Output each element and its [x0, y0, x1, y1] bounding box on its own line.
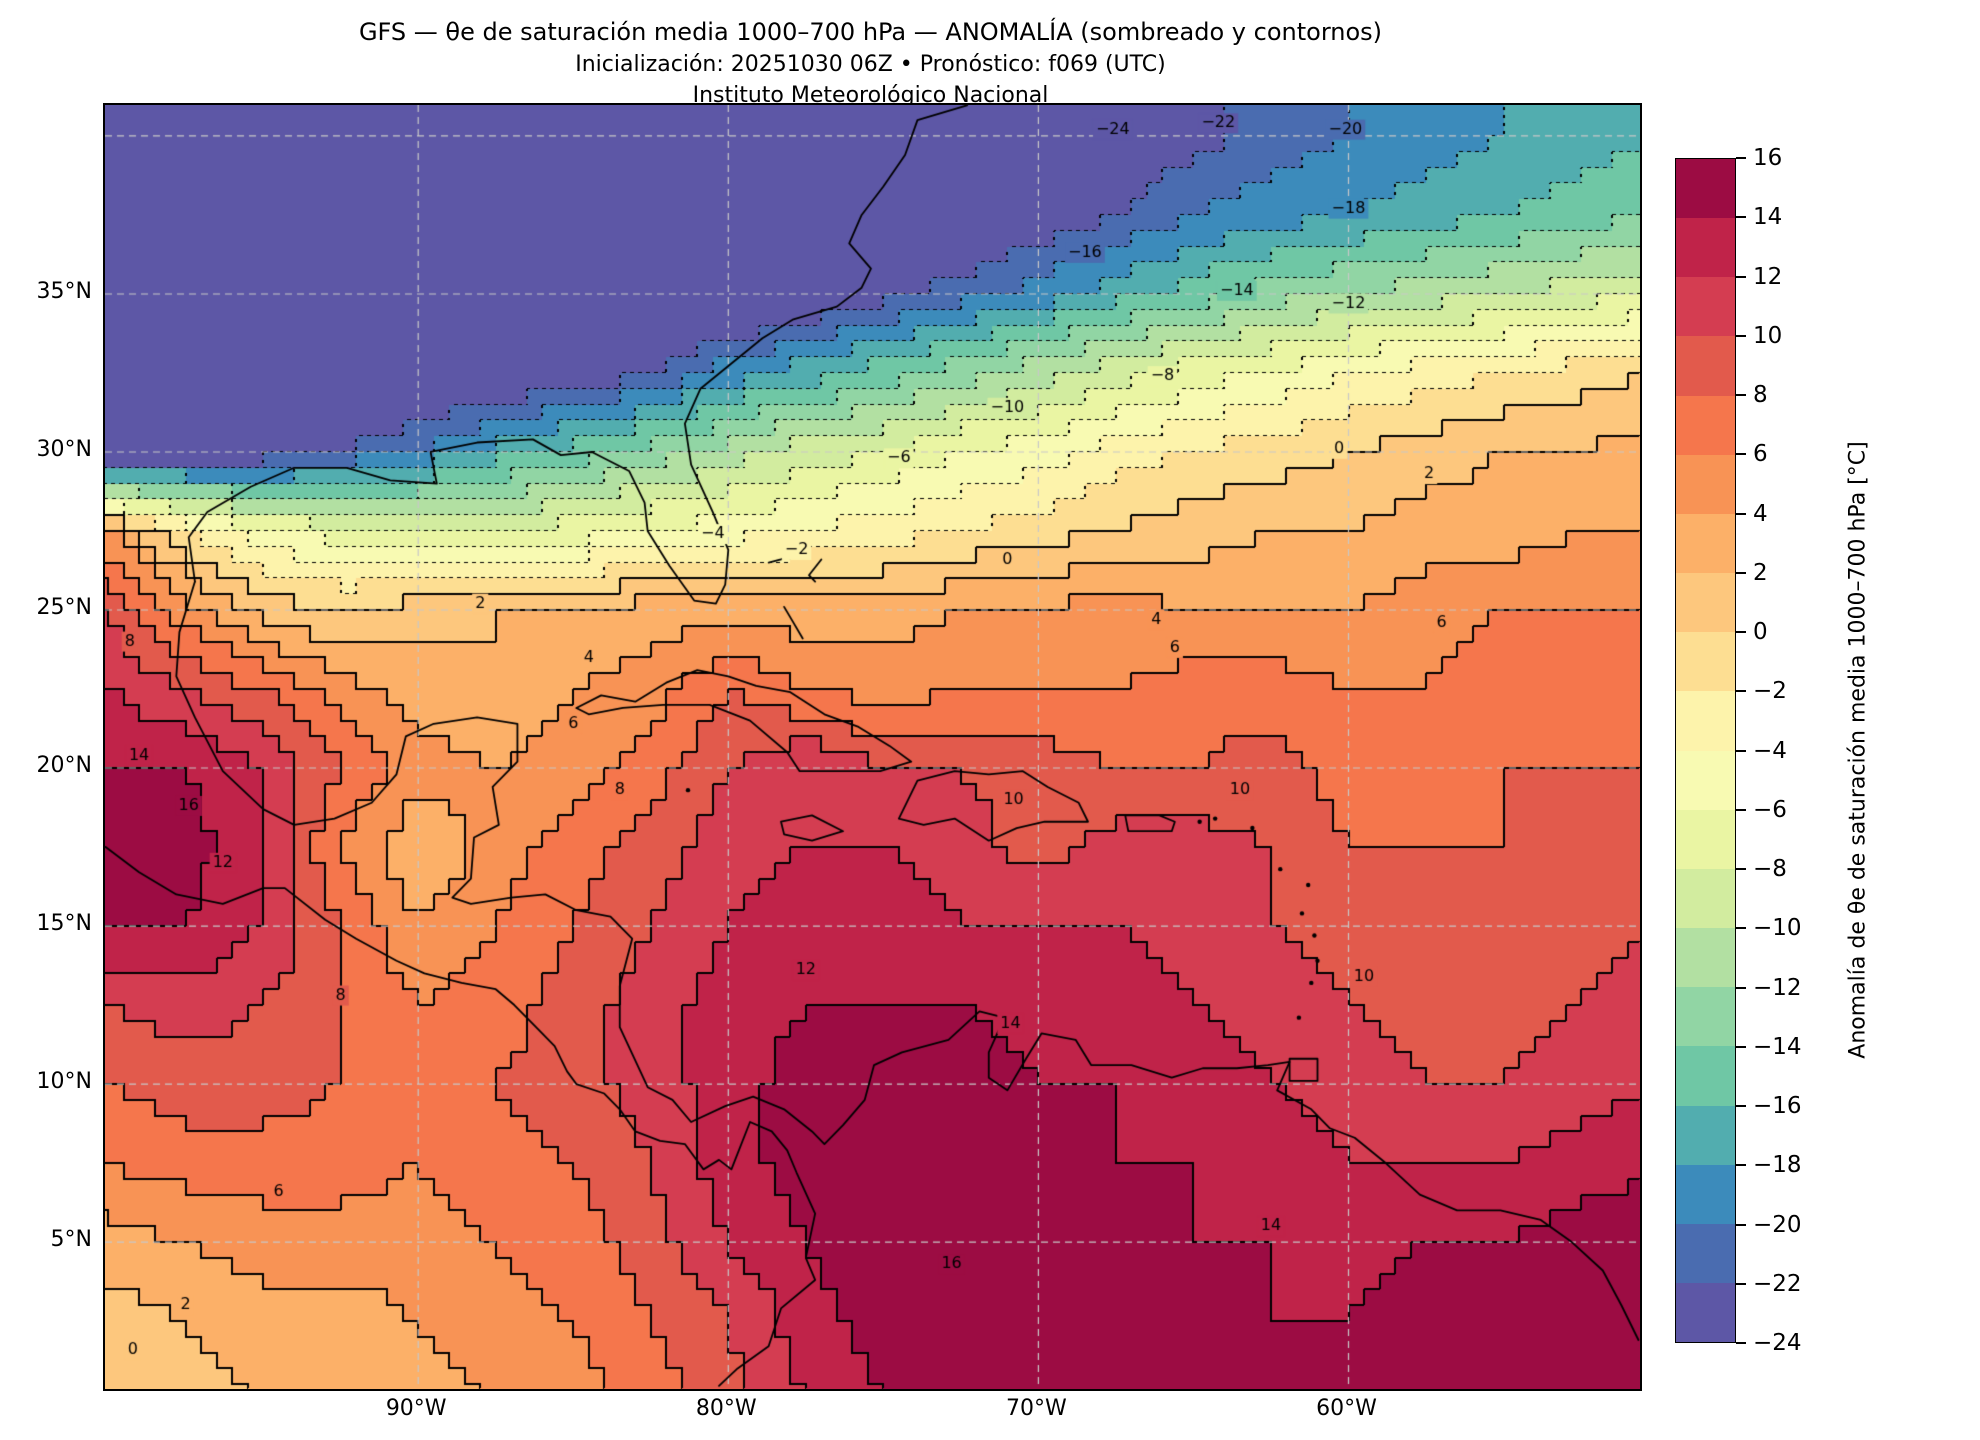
colorbar-tick-label: −12	[1753, 974, 1802, 1001]
chart-subtitle-init-forecast: Inicialización: 20251030 06Z • Pronóstic…	[575, 52, 1166, 77]
colorbar-tick-label: −8	[1753, 856, 1787, 882]
colorbar-tick-label: −16	[1753, 1093, 1802, 1119]
colorbar	[1675, 158, 1736, 1343]
colorbar-segment	[1676, 987, 1735, 1047]
colorbar-segment	[1676, 1105, 1735, 1165]
colorbar-segment	[1676, 336, 1735, 396]
colorbar-tick-mark	[1736, 571, 1746, 574]
colorbar-tick-label: −20	[1753, 1211, 1802, 1238]
colorbar-tick-label: 12	[1753, 263, 1783, 290]
colorbar-tick-label: 8	[1753, 382, 1768, 408]
colorbar-segment	[1676, 1046, 1735, 1106]
colorbar-tick-label: 14	[1753, 204, 1783, 231]
x-tick-label: 80°W	[695, 1396, 757, 1421]
contour-map-canvas	[105, 105, 1640, 1389]
colorbar-tick-label: −22	[1753, 1270, 1802, 1297]
colorbar-tick-mark	[1736, 1342, 1746, 1344]
colorbar-segment	[1676, 159, 1735, 219]
colorbar-segment	[1676, 1282, 1735, 1343]
colorbar-tick-mark	[1736, 808, 1746, 811]
colorbar-tick-mark	[1736, 157, 1746, 159]
colorbar-tick-label: −4	[1753, 737, 1787, 764]
colorbar-segment	[1676, 632, 1735, 692]
colorbar-tick-mark	[1736, 275, 1746, 278]
colorbar-tick-mark	[1736, 512, 1746, 515]
colorbar-tick-mark	[1736, 749, 1746, 752]
colorbar-tick-label: 6	[1753, 441, 1768, 468]
colorbar-axis-label: Anomalía de θe de saturación media 1000–…	[1845, 441, 1871, 1059]
colorbar-tick-label: −18	[1753, 1152, 1802, 1179]
colorbar-tick-mark	[1736, 1045, 1746, 1048]
y-tick-label: 35°N	[36, 278, 92, 304]
x-tick-label: 90°W	[385, 1396, 447, 1421]
colorbar-tick-mark	[1736, 216, 1746, 219]
colorbar-tick-mark	[1736, 986, 1746, 989]
colorbar-tick-label: −6	[1753, 796, 1787, 823]
colorbar-segment	[1676, 218, 1735, 278]
x-tick-label: 60°W	[1316, 1396, 1377, 1421]
colorbar-tick-label: 4	[1753, 500, 1768, 527]
colorbar-tick-label: −2	[1753, 678, 1787, 705]
colorbar-tick-mark	[1736, 927, 1746, 930]
colorbar-tick-label: 2	[1753, 559, 1768, 586]
colorbar-segment	[1676, 513, 1735, 574]
y-tick-label: 15°N	[36, 911, 92, 937]
colorbar-segment	[1676, 454, 1735, 514]
colorbar-tick-mark	[1736, 453, 1746, 456]
chart-title: GFS — θe de saturación media 1000–700 hP…	[358, 18, 1383, 46]
map-plot-area	[103, 103, 1642, 1391]
colorbar-tick-label: −24	[1753, 1330, 1802, 1356]
colorbar-segment	[1676, 868, 1735, 929]
colorbar-tick-mark	[1736, 1223, 1746, 1226]
colorbar-tick-label: 16	[1753, 145, 1783, 171]
y-tick-label: 25°N	[36, 595, 92, 620]
colorbar-tick-mark	[1736, 1282, 1746, 1285]
colorbar-tick-mark	[1736, 334, 1746, 337]
y-tick-label: 10°N	[36, 1069, 92, 1095]
colorbar-segment	[1676, 691, 1735, 751]
colorbar-tick-label: 0	[1753, 619, 1768, 645]
colorbar-tick-mark	[1736, 690, 1746, 693]
x-tick-label: 70°W	[1006, 1396, 1067, 1421]
colorbar-segment	[1676, 573, 1735, 633]
colorbar-tick-label: −10	[1753, 915, 1802, 942]
colorbar-tick-mark	[1736, 394, 1746, 396]
y-tick-label: 5°N	[50, 1227, 92, 1253]
colorbar-tick-label: 10	[1753, 322, 1783, 349]
colorbar-segment	[1676, 750, 1735, 810]
colorbar-tick-mark	[1736, 1164, 1746, 1167]
y-tick-label: 30°N	[36, 436, 92, 462]
colorbar-tick-mark	[1736, 631, 1746, 633]
colorbar-segment	[1676, 277, 1735, 337]
colorbar-segment	[1676, 395, 1735, 455]
colorbar-tick-mark	[1736, 1105, 1746, 1107]
colorbar-segment	[1676, 1223, 1735, 1283]
colorbar-segment	[1676, 1164, 1735, 1224]
colorbar-segment	[1676, 928, 1735, 988]
colorbar-tick-mark	[1736, 868, 1746, 870]
y-tick-label: 20°N	[36, 753, 92, 778]
colorbar-tick-label: −14	[1753, 1033, 1802, 1060]
colorbar-segment	[1676, 809, 1735, 869]
